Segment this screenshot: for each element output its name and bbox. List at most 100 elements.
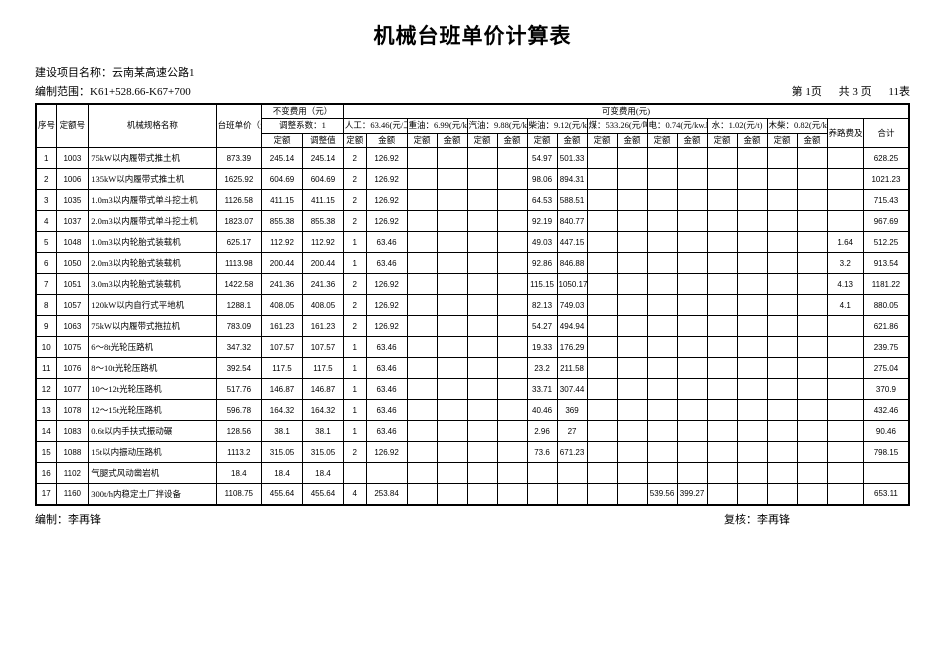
table-cell: 2.0m3以内轮胎式装载机 (89, 253, 216, 274)
table-row: 13107812～15t光轮压路机596.78164.32164.32163.4… (36, 400, 909, 421)
hdr-variable-cost: 可变费用(元) (343, 104, 909, 119)
table-cell (467, 400, 497, 421)
table-cell: 54.27 (527, 316, 557, 337)
table-cell: 1083 (56, 421, 89, 442)
table-cell (617, 232, 647, 253)
table-cell: 17 (36, 484, 56, 505)
table-cell (617, 148, 647, 169)
table-cell: 253.84 (366, 484, 407, 505)
table-cell: 2 (343, 148, 366, 169)
table-cell (737, 211, 767, 232)
table-cell: 146.87 (302, 379, 343, 400)
table-cell (557, 484, 587, 505)
table-cell: 1077 (56, 379, 89, 400)
table-cell (407, 274, 437, 295)
table-cell (737, 316, 767, 337)
table-cell: 164.32 (262, 400, 303, 421)
table-cell (647, 337, 677, 358)
table-cell (467, 274, 497, 295)
table-cell (677, 358, 707, 379)
table-cell: 596.78 (216, 400, 261, 421)
reviewer-name: 李再锋 (757, 514, 790, 526)
document-title: 机械台班单价计算表 (35, 20, 910, 50)
table-cell (737, 484, 767, 505)
table-cell: 18.4 (302, 463, 343, 484)
table-cell (407, 232, 437, 253)
table-cell (797, 253, 827, 274)
table-cell: 18.4 (216, 463, 261, 484)
table-cell (467, 421, 497, 442)
table-cell (407, 379, 437, 400)
table-row: 15108815t以内振动压路机1113.2315.05315.052126.9… (36, 442, 909, 463)
table-cell (497, 253, 527, 274)
page-current: 第 1页 (792, 86, 822, 98)
table-cell: 840.77 (557, 211, 587, 232)
table-cell: 967.69 (863, 211, 909, 232)
table-cell: 1 (36, 148, 56, 169)
hdr-elec: 电：0.74(元/kw.h) (647, 119, 707, 133)
table-cell: 126.92 (366, 274, 407, 295)
table-cell (587, 379, 617, 400)
table-cell (767, 421, 797, 442)
table-cell: 1078 (56, 400, 89, 421)
table-cell (587, 400, 617, 421)
table-cell (497, 274, 527, 295)
hdr-die-q: 定额 (527, 133, 557, 147)
table-row: 1100375kW以内履带式推土机873.39245.14245.142126.… (36, 148, 909, 169)
hdr-coal-a: 金额 (617, 133, 647, 147)
table-cell (407, 358, 437, 379)
table-row: 410372.0m3以内履带式单斗挖土机1823.07855.38855.382… (36, 211, 909, 232)
table-cell: 10～12t光轮压路机 (89, 379, 216, 400)
table-cell (407, 211, 437, 232)
table-cell (737, 379, 767, 400)
table-cell (677, 316, 707, 337)
table-cell (797, 169, 827, 190)
table-cell: 1003 (56, 148, 89, 169)
table-cell: 3.0m3以内轮胎式装载机 (89, 274, 216, 295)
hdr-wat-q: 定额 (707, 133, 737, 147)
table-cell: 6 (36, 253, 56, 274)
table-cell: 90.46 (863, 421, 909, 442)
table-cell (797, 484, 827, 505)
table-cell (617, 442, 647, 463)
table-cell (647, 463, 677, 484)
table-cell (587, 253, 617, 274)
table-cell: 1.0m3以内履带式单斗挖土机 (89, 190, 216, 211)
table-cell (497, 316, 527, 337)
footer-block: 编制：李再锋 复核：李再锋 (35, 511, 910, 527)
table-cell (437, 295, 467, 316)
table-cell (467, 484, 497, 505)
table-cell (827, 337, 863, 358)
table-cell (647, 253, 677, 274)
table-cell: 392.54 (216, 358, 261, 379)
hdr-coal-q: 定额 (587, 133, 617, 147)
table-cell: 200.44 (302, 253, 343, 274)
table-cell (767, 211, 797, 232)
hdr-fixed-cost: 不变费用（元） (262, 104, 344, 119)
table-cell: 2 (343, 295, 366, 316)
table-cell (587, 484, 617, 505)
table-cell: 63.46 (366, 358, 407, 379)
table-cell: 126.92 (366, 295, 407, 316)
table-cell (677, 421, 707, 442)
compiler-name: 李再锋 (68, 514, 101, 526)
table-cell: 880.05 (863, 295, 909, 316)
table-cell (467, 316, 497, 337)
table-cell: 117.5 (262, 358, 303, 379)
table-cell: 82.13 (527, 295, 557, 316)
table-cell (467, 463, 497, 484)
table-cell (467, 232, 497, 253)
table-cell (407, 484, 437, 505)
table-cell (587, 295, 617, 316)
table-cell (497, 148, 527, 169)
table-cell (707, 211, 737, 232)
table-cell: 3 (36, 190, 56, 211)
table-cell (587, 337, 617, 358)
table-cell: 1037 (56, 211, 89, 232)
hdr-seq: 序号 (36, 104, 56, 148)
hdr-elec-a: 金额 (677, 133, 707, 147)
table-cell (767, 190, 797, 211)
table-cell (407, 337, 437, 358)
table-cell (707, 463, 737, 484)
table-cell (587, 463, 617, 484)
